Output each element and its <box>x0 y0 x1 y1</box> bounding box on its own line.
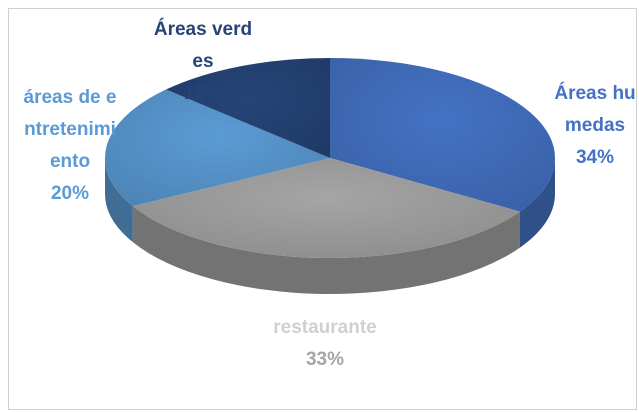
category-label: áreas de entretenimiento <box>23 87 117 172</box>
pie-tops <box>104 58 555 259</box>
value-label: 13% <box>183 83 223 104</box>
data-label: Áreas humedas 34% <box>550 78 639 174</box>
slice <box>165 58 330 158</box>
value-label: 20% <box>50 183 90 204</box>
category-label: restaurante <box>273 317 377 338</box>
pie-sides <box>105 158 555 295</box>
slice-side <box>519 158 555 248</box>
category-label: Áreas verdes <box>153 19 253 72</box>
chart-frame <box>8 8 637 410</box>
slice <box>132 158 520 259</box>
slice-side <box>132 206 520 295</box>
slice-side <box>105 158 133 243</box>
category-label: Áreas humedas <box>554 83 636 136</box>
value-label: 33% <box>305 349 345 370</box>
value-label: 34% <box>575 147 615 168</box>
data-label: áreas de entretenimiento 20% <box>20 82 120 210</box>
data-label: restaurante 33% <box>270 312 380 376</box>
data-label: Áreas verdes 13% <box>153 14 253 110</box>
slice <box>104 89 330 207</box>
slice <box>330 58 555 212</box>
